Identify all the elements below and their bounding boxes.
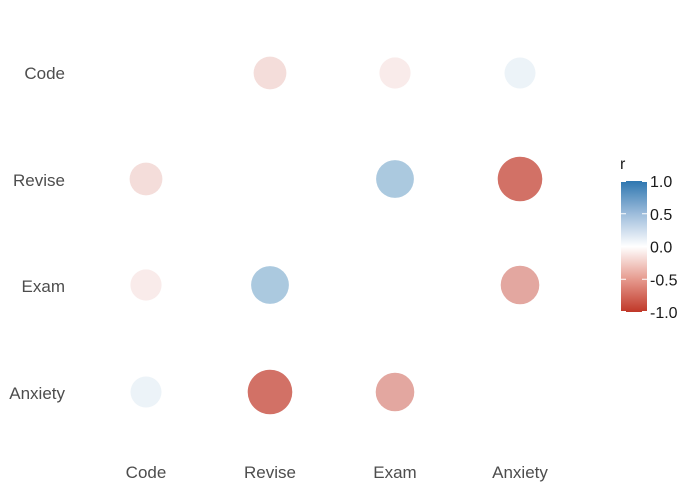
x-tick-label-exam: Exam [373,463,416,482]
corr-point-exam-code [379,57,411,89]
points-layer [129,56,543,415]
x-tick-label-anxiety: Anxiety [492,463,548,482]
x-tick-label-code: Code [126,463,167,482]
corr-point-anxiety-code [504,57,536,89]
y-axis: Code Revise Exam Anxiety [9,64,65,403]
y-tick-label-anxiety: Anxiety [9,384,65,403]
corr-point-code-revise [129,162,163,196]
corr-point-code-anxiety [130,376,162,408]
legend-tick-label: -0.5 [650,272,678,289]
legend: r 1.0 0.5 0.0 -0.5 -1.0 [620,156,678,322]
x-tick-label-revise: Revise [244,463,296,482]
y-tick-label-exam: Exam [22,277,65,296]
legend-ticks: 1.0 0.5 0.0 -0.5 -1.0 [621,174,678,322]
legend-title: r [620,156,626,173]
y-tick-label-code: Code [24,64,65,83]
corr-point-code-exam [130,269,162,301]
corr-point-exam-revise [376,160,414,198]
y-tick-label-revise: Revise [13,171,65,190]
corr-point-revise-exam [251,266,289,304]
legend-tick-label: 1.0 [650,174,672,191]
legend-tick-label: 0.0 [650,240,672,257]
legend-tick-label: -1.0 [650,305,678,322]
corr-point-revise-anxiety [247,369,293,415]
corr-point-revise-code [253,56,287,90]
corr-point-anxiety-exam [500,265,540,305]
x-axis: Code Revise Exam Anxiety [126,463,549,482]
corr-point-anxiety-revise [497,156,543,202]
corr-point-exam-anxiety [375,372,415,412]
legend-tick-label: 0.5 [650,207,672,224]
